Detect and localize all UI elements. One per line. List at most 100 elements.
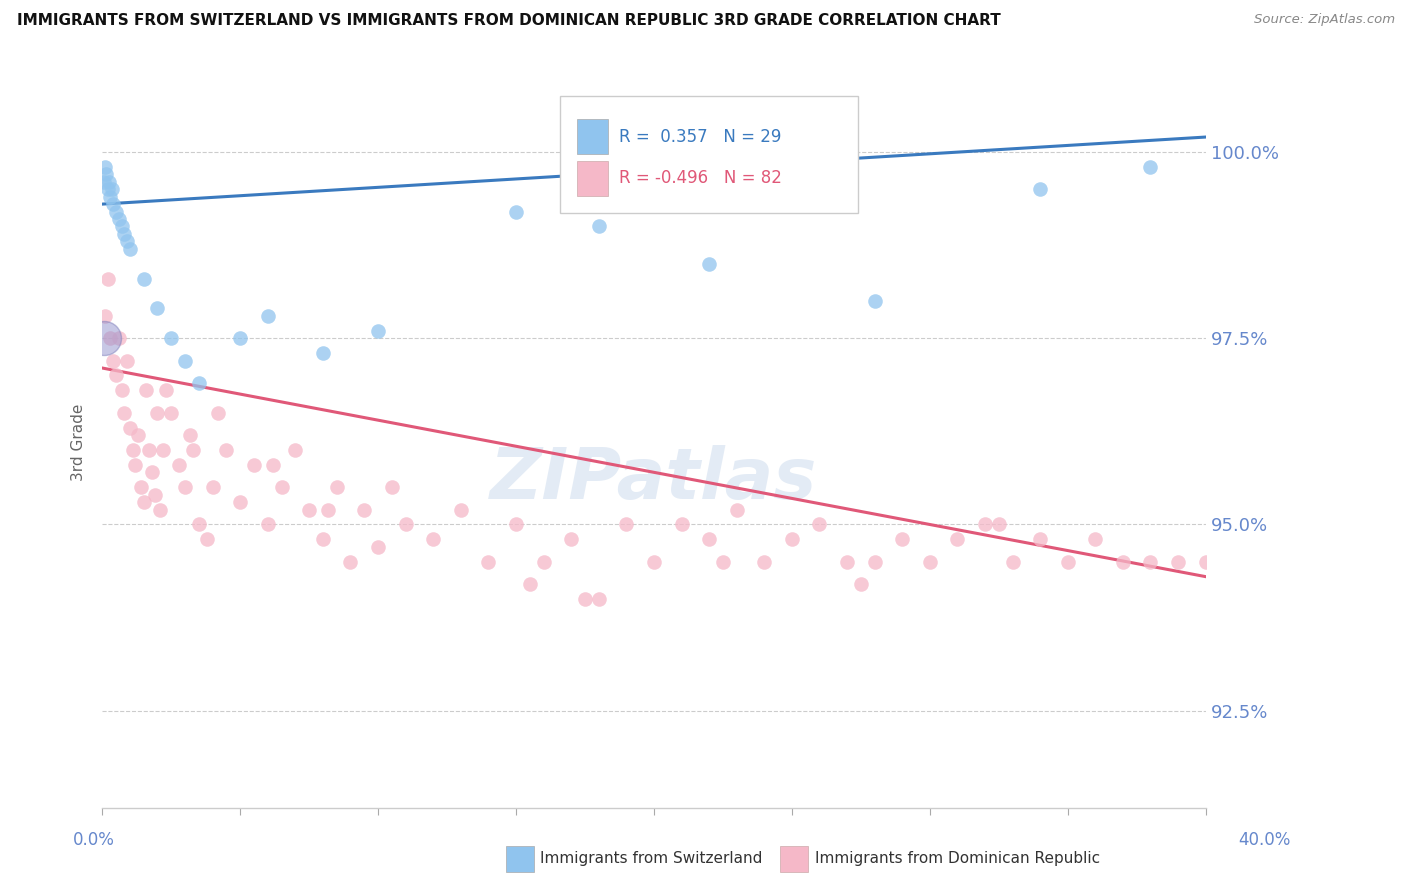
Point bbox=[97, 182, 120, 196]
Point bbox=[94, 160, 117, 174]
Point bbox=[195, 533, 218, 547]
Point bbox=[450, 502, 472, 516]
Point bbox=[780, 533, 803, 547]
Point bbox=[505, 517, 527, 532]
Point bbox=[325, 480, 347, 494]
Point bbox=[505, 204, 527, 219]
Point bbox=[143, 488, 166, 502]
Point bbox=[174, 480, 197, 494]
Point bbox=[110, 384, 132, 398]
Point bbox=[588, 219, 610, 234]
Text: IMMIGRANTS FROM SWITZERLAND VS IMMIGRANTS FROM DOMINICAN REPUBLIC 3RD GRADE CORR: IMMIGRANTS FROM SWITZERLAND VS IMMIGRANT… bbox=[17, 13, 1001, 29]
Point bbox=[215, 442, 238, 457]
Point bbox=[105, 204, 128, 219]
Point bbox=[146, 301, 169, 316]
Point bbox=[1139, 160, 1161, 174]
Point bbox=[1139, 555, 1161, 569]
Point bbox=[987, 517, 1010, 532]
Point bbox=[1029, 182, 1052, 196]
Point bbox=[367, 540, 389, 554]
Text: Immigrants from Switzerland: Immigrants from Switzerland bbox=[540, 852, 762, 866]
FancyBboxPatch shape bbox=[560, 95, 858, 212]
Point bbox=[110, 219, 132, 234]
Point bbox=[138, 442, 160, 457]
Point bbox=[835, 555, 858, 569]
Point bbox=[560, 533, 582, 547]
Text: 40.0%: 40.0% bbox=[1239, 831, 1291, 849]
Point bbox=[1167, 555, 1189, 569]
Point bbox=[132, 271, 155, 285]
Point bbox=[100, 189, 122, 203]
Point bbox=[94, 309, 117, 323]
Point bbox=[339, 555, 361, 569]
Point bbox=[187, 376, 209, 390]
Point bbox=[256, 309, 278, 323]
Point bbox=[112, 227, 135, 241]
Point bbox=[129, 480, 152, 494]
Point bbox=[298, 502, 321, 516]
Point bbox=[97, 271, 120, 285]
Point bbox=[477, 555, 499, 569]
Point bbox=[808, 517, 831, 532]
Text: Source: ZipAtlas.com: Source: ZipAtlas.com bbox=[1254, 13, 1395, 27]
Point bbox=[160, 331, 183, 345]
Point bbox=[118, 242, 141, 256]
Point bbox=[849, 577, 872, 591]
Point bbox=[174, 353, 197, 368]
Point bbox=[141, 466, 163, 480]
Point bbox=[243, 458, 266, 472]
Point bbox=[256, 517, 278, 532]
Point bbox=[891, 533, 914, 547]
Point bbox=[422, 533, 444, 547]
Point bbox=[169, 458, 191, 472]
Point bbox=[353, 502, 375, 516]
Point bbox=[1056, 555, 1078, 569]
Bar bbox=[576, 119, 607, 154]
Point bbox=[207, 406, 229, 420]
Text: ZIPatlas: ZIPatlas bbox=[491, 444, 818, 514]
Point bbox=[103, 197, 125, 211]
Point bbox=[96, 167, 118, 181]
Point bbox=[229, 495, 252, 509]
Point bbox=[146, 406, 169, 420]
Point bbox=[588, 592, 610, 607]
Point bbox=[1195, 555, 1218, 569]
Point bbox=[270, 480, 292, 494]
Point bbox=[1084, 533, 1107, 547]
Point bbox=[121, 442, 143, 457]
Point bbox=[124, 458, 146, 472]
Point bbox=[318, 502, 340, 516]
Point bbox=[519, 577, 541, 591]
Point bbox=[179, 428, 201, 442]
Point bbox=[201, 480, 224, 494]
Point bbox=[135, 384, 157, 398]
Point bbox=[312, 346, 335, 360]
Point bbox=[863, 293, 886, 308]
Point bbox=[574, 592, 596, 607]
Bar bbox=[576, 161, 607, 195]
Point bbox=[100, 331, 122, 345]
Point bbox=[152, 442, 174, 457]
Text: 0.0%: 0.0% bbox=[73, 831, 115, 849]
Point bbox=[149, 502, 172, 516]
Point bbox=[98, 175, 121, 189]
Point bbox=[863, 555, 886, 569]
Point bbox=[918, 555, 941, 569]
Point bbox=[533, 555, 555, 569]
Point bbox=[643, 555, 665, 569]
Point bbox=[155, 384, 177, 398]
Point bbox=[1001, 555, 1024, 569]
Point bbox=[1112, 555, 1135, 569]
Point bbox=[671, 517, 693, 532]
Point bbox=[395, 517, 418, 532]
Point bbox=[974, 517, 997, 532]
Point bbox=[105, 368, 128, 383]
Point bbox=[93, 331, 115, 345]
Point bbox=[284, 442, 307, 457]
Point bbox=[381, 480, 404, 494]
Point bbox=[103, 353, 125, 368]
Point bbox=[127, 428, 149, 442]
Point bbox=[107, 331, 129, 345]
Point bbox=[697, 533, 720, 547]
Point bbox=[262, 458, 284, 472]
